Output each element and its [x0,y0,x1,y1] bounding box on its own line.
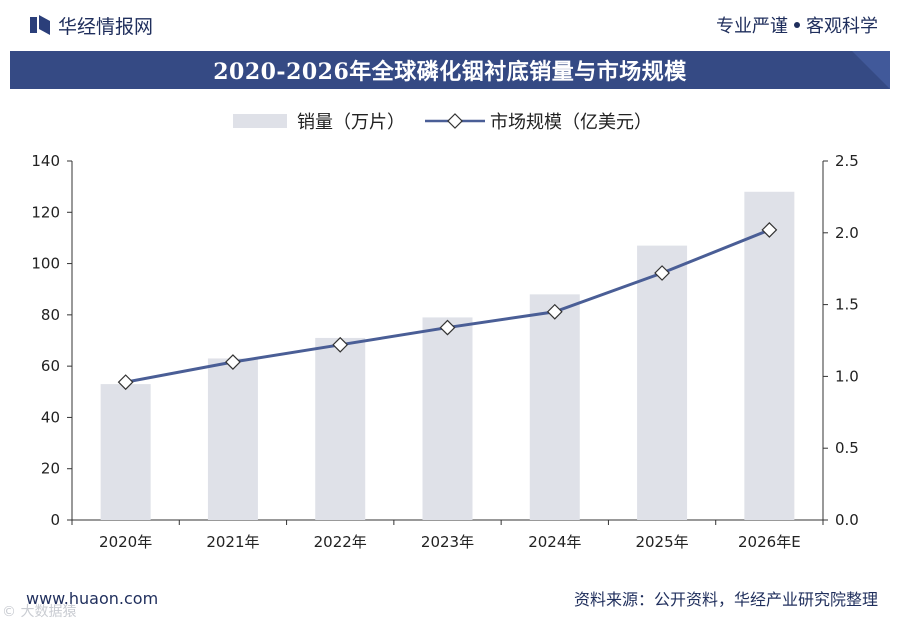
x-tick-label: 2023年 [421,533,474,551]
tagline: 专业严谨 客观科学 [716,12,878,38]
x-tick-label: 2021年 [206,533,259,551]
left-tick-label: 140 [31,152,60,170]
chart-area: 销量（万片） 市场规模（亿美元） 0 20 40 60 80 100 120 140 0.0 0.5… [31,112,859,551]
legend-line-marker [447,113,463,129]
bar [744,191,795,520]
bar [315,337,366,520]
bar-series [100,191,795,520]
right-tick-label: 0.5 [835,439,859,457]
bar [422,317,473,520]
brand: 华经情报网 [30,12,153,39]
bar [637,245,688,520]
tagline-left: 专业严谨 [716,16,788,37]
right-tick-label: 1.5 [835,296,859,314]
huajing-logo-icon [30,15,50,35]
left-tick-label: 40 [41,408,60,426]
left-tick-label: 60 [41,357,60,375]
chart-title: 2020-2026年全球磷化铟衬底销量与市场规模 [10,51,890,89]
legend-bar-swatch [233,114,287,128]
line-point [546,303,563,320]
left-tick-label: 80 [41,306,60,324]
bar [100,384,151,520]
bar [207,358,258,520]
x-tick-label: 2025年 [635,533,688,551]
x-tick-label: 2020年 [99,533,152,551]
line-point [654,265,670,281]
brand-name: 华经情报网 [58,15,154,38]
source-note: 资料来源：公开资料，华经产业研究院整理 [573,590,878,609]
line-point [117,374,134,391]
line-point [761,222,778,238]
line-point [439,319,456,336]
line-point [225,354,241,370]
bar [529,294,580,520]
line-point [332,336,349,353]
right-tick-label: 0.0 [835,511,859,529]
left-tick-label: 20 [41,460,60,478]
separator-dot-icon [794,22,800,28]
footer: www.huaon.com 资料来源：公开资料，华经产业研究院整理 [0,580,900,616]
watermark: © 大数据猿 [2,604,77,620]
legend-bar-label: 销量（万片） [297,112,405,133]
left-tick-label: 120 [31,203,60,221]
header: 华经情报网 专业严谨 客观科学 [0,0,900,50]
x-tick-label: 2026年E [738,533,801,551]
left-tick-label: 0 [50,511,60,529]
legend-line-label: 市场规模（亿美元） [490,112,652,133]
tagline-right: 客观科学 [806,16,878,37]
left-tick-label: 100 [31,255,60,273]
legend: 销量（万片） 市场规模（亿美元） [233,112,652,133]
right-tick-label: 2.5 [835,152,859,170]
x-tick-label: 2022年 [314,533,367,551]
website-link[interactable]: www.huaon.com [26,588,159,608]
line-series [117,222,778,391]
right-tick-label: 2.0 [835,224,859,242]
right-tick-label: 1.0 [835,367,859,385]
x-tick-label: 2024年 [528,533,581,551]
axes: 0 20 40 60 80 100 120 140 0.0 0.5 1.0 1.5 2.0 2.5 2020… [31,152,859,551]
